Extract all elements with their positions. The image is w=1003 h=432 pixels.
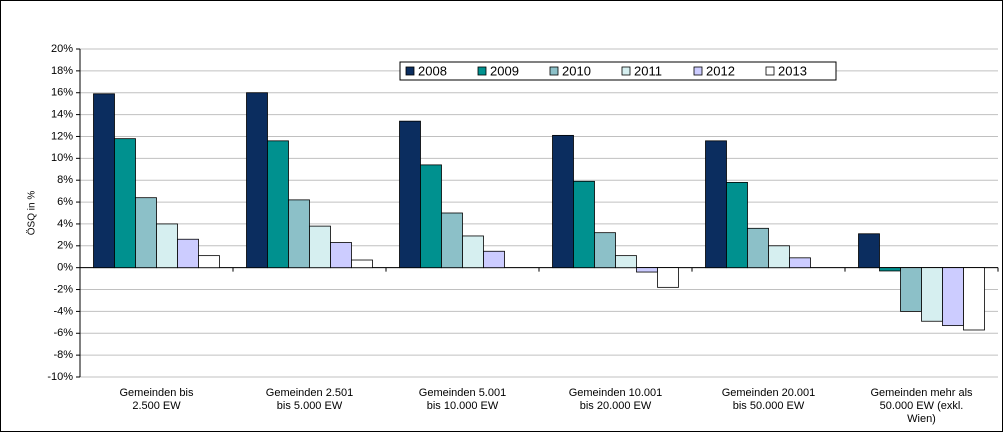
bar — [747, 227, 769, 269]
bar — [330, 242, 352, 269]
x-tick-label: Gemeinden 10.001 bis 20.000 EW — [568, 387, 663, 412]
bar — [705, 140, 727, 269]
legend-label: 2011 — [634, 63, 662, 78]
bar — [177, 238, 199, 269]
y-tick-label: 16% — [51, 87, 73, 99]
x-tick-label: Gemeinden 5.001 bis 10.000 EW — [418, 387, 507, 412]
bar — [594, 232, 616, 269]
legend-swatch — [693, 66, 703, 76]
y-tick-label: 20% — [51, 43, 73, 55]
y-tick-label: 6% — [57, 196, 73, 208]
y-tick-label: 12% — [51, 130, 73, 142]
legend-swatch — [549, 66, 559, 76]
legend-label: 2012 — [706, 63, 735, 78]
bar — [768, 245, 790, 269]
bar — [726, 181, 748, 269]
x-tick-label: Gemeinden 20.001 bis 50.000 EW — [721, 387, 816, 412]
bar — [462, 235, 484, 269]
bar — [942, 267, 964, 327]
legend-swatch — [621, 66, 631, 76]
legend-label: 2008 — [418, 63, 447, 78]
bar — [573, 180, 595, 269]
bar — [963, 267, 985, 331]
bar — [552, 134, 574, 269]
bar — [198, 255, 220, 269]
bar — [789, 257, 811, 269]
legend-swatch — [405, 66, 415, 76]
bar — [420, 164, 442, 269]
y-tick-label: 8% — [57, 174, 73, 186]
bar — [399, 120, 421, 269]
x-tick-label: Gemeinden mehr als 50.000 EW (exkl. Wien… — [870, 387, 973, 425]
bar — [267, 140, 289, 269]
bar — [246, 92, 268, 269]
y-tick-label: -10% — [47, 371, 73, 383]
bar — [900, 267, 922, 312]
y-tick-label: 2% — [57, 240, 73, 252]
bar — [615, 255, 637, 269]
y-tick-label: -6% — [53, 327, 73, 339]
legend-label: 2010 — [562, 63, 591, 78]
bar — [441, 212, 463, 269]
y-tick-label: 10% — [51, 152, 73, 164]
bar — [93, 93, 115, 269]
y-tick-label: -4% — [53, 305, 73, 317]
y-tick-label: -8% — [53, 349, 73, 361]
y-tick-label: 0% — [57, 262, 73, 274]
y-tick-label: 18% — [51, 65, 73, 77]
bar — [483, 250, 505, 269]
bar — [657, 267, 679, 288]
bar — [921, 267, 943, 322]
legend-label: 2013 — [778, 63, 807, 78]
legend-swatch — [765, 66, 775, 76]
legend-swatch — [477, 66, 487, 76]
x-tick-label: Gemeinden 2.501 bis 5.000 EW — [265, 387, 354, 412]
y-tick-label: 4% — [57, 218, 73, 230]
bar — [858, 233, 880, 269]
bar — [135, 197, 157, 269]
bar — [351, 259, 373, 269]
bar — [309, 225, 331, 269]
bar — [114, 138, 136, 269]
legend-label: 2009 — [490, 63, 519, 78]
bar — [636, 267, 658, 273]
y-tick-label: 14% — [51, 109, 73, 121]
legend-box — [399, 61, 837, 81]
bar — [879, 267, 901, 272]
y-tick-label: -2% — [53, 283, 73, 295]
y-axis-label: ÖSQ in % — [26, 191, 38, 236]
x-tick-label: Gemeinden bis 2.500 EW — [119, 387, 194, 412]
bar — [156, 223, 178, 269]
bar — [288, 199, 310, 269]
